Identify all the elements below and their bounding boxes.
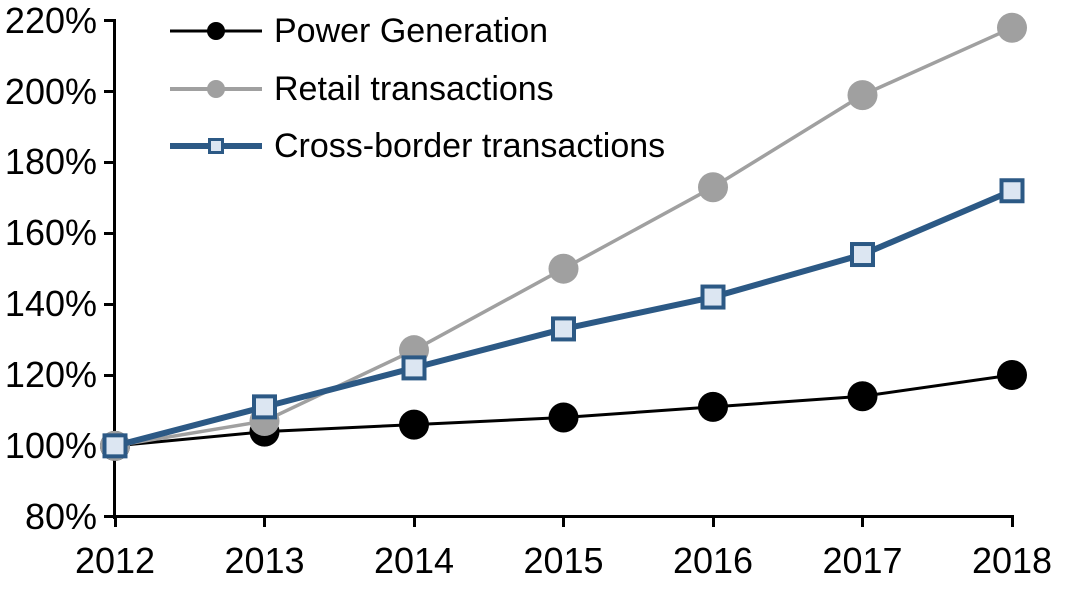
circle-marker-icon [548, 253, 579, 284]
x-axis-label-2012: 2012 [74, 540, 156, 581]
y-axis-label-200: 200% [4, 71, 97, 112]
circle-marker-icon [847, 80, 878, 111]
y-tick-180 [104, 161, 114, 164]
x-axis-label-2016: 2016 [672, 540, 754, 581]
y-tick-200 [104, 90, 114, 93]
y-axis-line [113, 19, 116, 519]
y-tick-160 [104, 232, 114, 235]
square-marker-icon [999, 178, 1025, 204]
circle-marker-icon [548, 402, 579, 433]
legend-label: Retail transactions [274, 69, 554, 108]
x-axis-label-2017: 2017 [822, 540, 903, 581]
x-tick-2014 [412, 517, 416, 527]
y-tick-140 [104, 303, 114, 306]
legend-label: Power Generation [274, 12, 549, 50]
x-tick-2016 [711, 517, 715, 527]
legend-sample-retail-transactions [170, 69, 262, 109]
square-marker-icon [551, 316, 576, 342]
y-axis-label-220: 220% [4, 0, 97, 41]
circle-marker-icon [399, 409, 429, 440]
y-tick-220 [104, 19, 114, 22]
circle-marker-icon [207, 79, 225, 98]
y-tick-120 [104, 374, 114, 377]
x-tick-2018 [1010, 517, 1014, 527]
circle-marker-icon [698, 391, 728, 422]
x-tick-2015 [562, 517, 565, 527]
circle-marker-icon [847, 381, 878, 412]
x-tick-2017 [861, 517, 864, 527]
y-axis-label-180: 180% [4, 141, 97, 182]
y-axis-label-140: 140% [4, 283, 97, 324]
square-marker-icon [208, 138, 224, 154]
x-tick-2012 [113, 517, 117, 527]
circle-marker-icon [997, 12, 1027, 43]
circle-marker-icon [997, 359, 1027, 390]
y-axis-label-80: 80% [24, 496, 97, 537]
y-tick-80 [104, 515, 114, 518]
y-axis-label-100: 100% [4, 425, 97, 466]
x-axis-label-2018: 2018 [971, 540, 1053, 581]
x-axis-label-2013: 2013 [224, 540, 305, 581]
x-axis-label-2014: 2014 [373, 540, 455, 581]
legend-sample-cross-border-transactions [170, 126, 262, 166]
square-marker-icon [700, 284, 726, 310]
square-marker-icon [401, 355, 427, 381]
y-axis-label-120: 120% [4, 354, 97, 395]
x-axis-label-2015: 2015 [523, 540, 604, 581]
x-axis-line [113, 515, 1014, 518]
circle-marker-icon [698, 172, 728, 203]
x-tick-2013 [263, 517, 266, 527]
square-marker-icon [102, 433, 128, 459]
legend-label: Cross-border transactions [274, 127, 666, 165]
square-marker-icon [850, 242, 875, 268]
circle-marker-icon [207, 22, 225, 40]
legend-sample-power-generation [170, 11, 262, 51]
square-marker-icon [252, 394, 277, 420]
y-axis-label-160: 160% [4, 212, 97, 253]
